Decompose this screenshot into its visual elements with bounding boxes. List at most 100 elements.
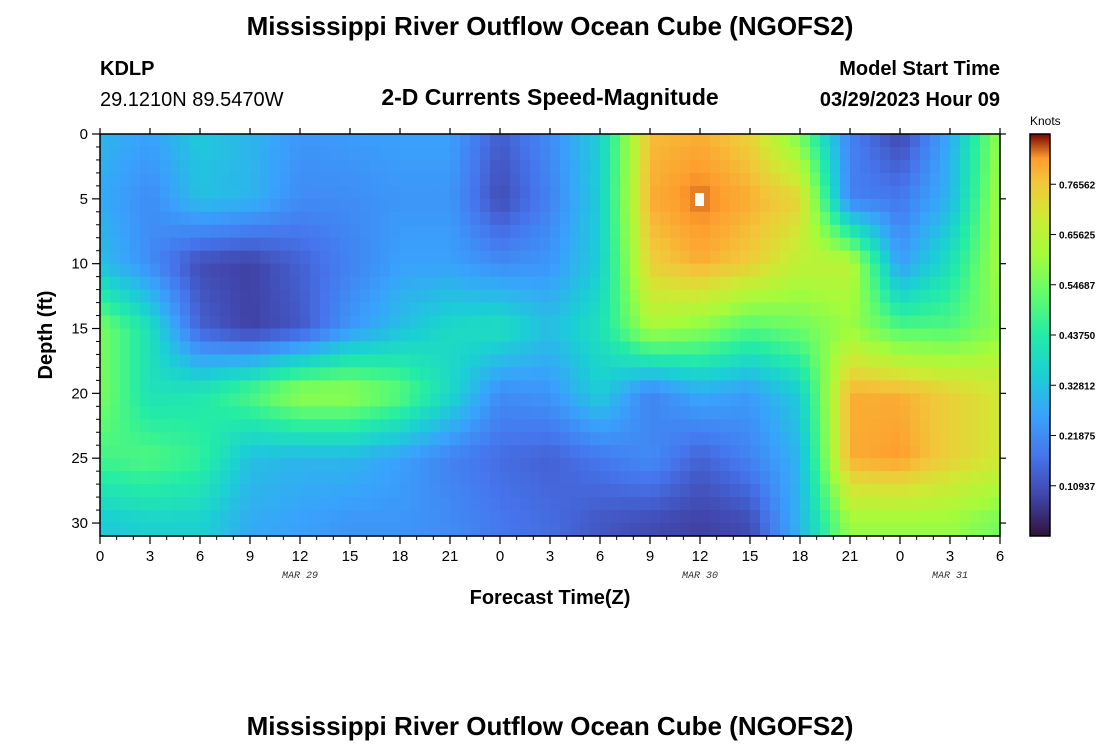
heatmap-cell bbox=[740, 497, 751, 511]
heatmap-cell bbox=[490, 315, 501, 330]
heatmap-cell bbox=[150, 419, 161, 433]
heatmap-cell bbox=[730, 523, 741, 537]
heatmap-cell bbox=[510, 341, 521, 356]
heatmap-cell bbox=[350, 134, 361, 148]
heatmap-cell bbox=[400, 445, 411, 459]
heatmap-cell bbox=[860, 523, 871, 537]
heatmap-cell bbox=[470, 134, 481, 148]
heatmap-cell bbox=[650, 419, 661, 433]
heatmap-cell bbox=[960, 458, 971, 472]
heatmap-cell bbox=[270, 432, 281, 446]
heatmap-cell bbox=[810, 276, 821, 291]
heatmap-cell bbox=[340, 432, 351, 446]
heatmap-cell bbox=[130, 354, 141, 369]
heatmap-cell bbox=[840, 471, 851, 485]
heatmap-cell bbox=[940, 289, 951, 304]
heatmap-cell bbox=[760, 354, 771, 369]
heatmap-cell bbox=[570, 146, 581, 161]
heatmap-cell bbox=[720, 146, 731, 161]
heatmap-cell bbox=[850, 458, 861, 472]
heatmap-cell bbox=[960, 497, 971, 511]
heatmap-cell bbox=[500, 432, 511, 446]
heatmap-cell bbox=[500, 341, 511, 356]
heatmap-cell bbox=[360, 263, 371, 278]
heatmap-cell bbox=[150, 134, 161, 148]
heatmap-cell bbox=[610, 445, 621, 459]
heatmap-cell bbox=[260, 289, 271, 304]
heatmap-cell bbox=[490, 380, 501, 394]
heatmap-cell bbox=[510, 302, 521, 317]
heatmap-cell bbox=[550, 497, 561, 511]
heatmap-cell bbox=[350, 354, 361, 369]
heatmap-cell bbox=[890, 354, 901, 369]
heatmap-cell bbox=[610, 146, 621, 161]
heatmap-cell bbox=[540, 328, 551, 343]
heatmap-cell bbox=[360, 198, 371, 213]
heatmap-cell bbox=[940, 510, 951, 524]
heatmap-cell bbox=[160, 146, 171, 161]
heatmap-cell bbox=[960, 523, 971, 537]
heatmap-cell bbox=[410, 419, 421, 433]
heatmap-cell bbox=[680, 510, 691, 524]
heatmap-cell bbox=[780, 134, 791, 148]
heatmap-cell bbox=[210, 380, 221, 394]
heatmap-cell bbox=[680, 393, 691, 407]
heatmap-cell bbox=[350, 263, 361, 278]
heatmap-cell bbox=[860, 510, 871, 524]
heatmap-cell bbox=[860, 341, 871, 356]
heatmap-cell bbox=[830, 159, 841, 174]
heatmap-cell bbox=[100, 250, 111, 265]
heatmap-cell bbox=[260, 211, 271, 226]
heatmap-cell bbox=[410, 159, 421, 174]
heatmap-cell bbox=[520, 276, 531, 291]
heatmap-cell bbox=[390, 458, 401, 472]
heatmap-cell bbox=[150, 302, 161, 317]
heatmap-cell bbox=[860, 354, 871, 369]
heatmap-cell bbox=[100, 237, 111, 252]
heatmap-cell bbox=[740, 419, 751, 433]
heatmap-cell bbox=[770, 185, 781, 200]
heatmap-cell bbox=[980, 250, 991, 265]
heatmap-cell bbox=[140, 432, 151, 446]
heatmap-cell bbox=[880, 302, 891, 317]
heatmap-cell bbox=[250, 341, 261, 356]
heatmap-cell bbox=[970, 393, 981, 407]
heatmap-cell bbox=[970, 250, 981, 265]
heatmap-cell bbox=[910, 211, 921, 226]
heatmap-cell bbox=[490, 419, 501, 433]
heatmap-cell bbox=[160, 523, 171, 537]
heatmap-cell bbox=[180, 354, 191, 369]
heatmap-cell bbox=[580, 458, 591, 472]
heatmap-cell bbox=[650, 497, 661, 511]
heatmap-cell bbox=[300, 185, 311, 200]
heatmap-cell bbox=[920, 458, 931, 472]
heatmap-cell bbox=[310, 510, 321, 524]
heatmap-cell bbox=[150, 289, 161, 304]
heatmap-cell bbox=[380, 341, 391, 356]
heatmap-cell bbox=[880, 211, 891, 226]
heatmap-cell bbox=[710, 315, 721, 330]
heatmap-cell bbox=[920, 445, 931, 459]
heatmap-cell bbox=[540, 432, 551, 446]
heatmap-cell bbox=[910, 185, 921, 200]
heatmap-cell bbox=[840, 146, 851, 161]
heatmap-cell bbox=[580, 172, 591, 187]
heatmap-cell bbox=[780, 523, 791, 537]
heatmap-cell bbox=[640, 341, 651, 356]
heatmap-cell bbox=[370, 134, 381, 148]
heatmap-cell bbox=[720, 276, 731, 291]
heatmap-cell bbox=[660, 471, 671, 485]
heatmap-cell bbox=[450, 134, 461, 148]
heatmap-cell bbox=[750, 211, 761, 226]
heatmap-cell bbox=[740, 328, 751, 343]
heatmap-cell bbox=[590, 237, 601, 252]
heatmap-cell bbox=[240, 237, 251, 252]
heatmap-cell bbox=[150, 484, 161, 498]
heatmap-cell bbox=[500, 406, 511, 420]
heatmap-cell bbox=[580, 315, 591, 330]
heatmap-cell bbox=[840, 523, 851, 537]
heatmap-cell bbox=[790, 250, 801, 265]
heatmap-cell bbox=[440, 354, 451, 369]
heatmap-cell bbox=[910, 393, 921, 407]
heatmap-cell bbox=[810, 380, 821, 394]
